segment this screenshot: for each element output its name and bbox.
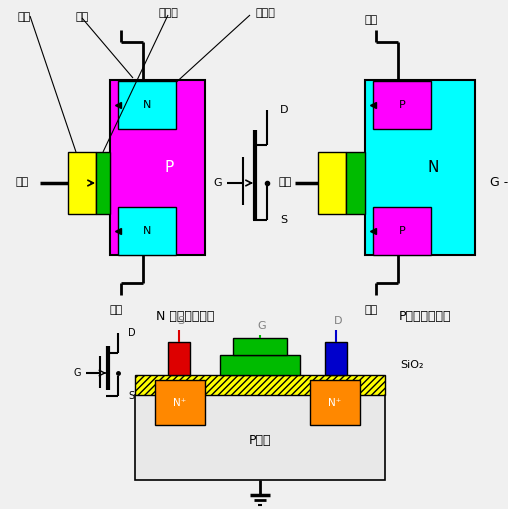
Bar: [118, 81, 176, 129]
Text: SiO₂: SiO₂: [400, 360, 424, 370]
Text: G: G: [73, 368, 80, 378]
Text: 氧化物: 氧化物: [158, 8, 178, 18]
Text: N: N: [428, 160, 439, 175]
Text: N⁺: N⁺: [173, 398, 186, 408]
Text: S: S: [128, 391, 134, 401]
Text: P材底: P材底: [249, 434, 271, 446]
Bar: [96, 152, 110, 214]
Bar: [110, 80, 205, 255]
Text: 半导体: 半导体: [255, 8, 275, 18]
Bar: [325, 342, 347, 375]
Bar: [220, 355, 300, 375]
Text: G: G: [213, 178, 221, 188]
Text: N 沟道场效应管: N 沟道场效应管: [156, 310, 214, 323]
Text: 漏极: 漏极: [75, 12, 88, 22]
Text: S: S: [177, 316, 184, 326]
Text: S: S: [280, 215, 287, 225]
Bar: [135, 375, 385, 395]
Text: G -: G -: [490, 177, 508, 189]
Bar: [346, 152, 365, 214]
Text: D: D: [128, 328, 136, 338]
Text: 源极: 源极: [109, 305, 122, 315]
Text: P沟道场效应管: P沟道场效应管: [399, 310, 451, 323]
Text: 金属: 金属: [18, 12, 31, 22]
Bar: [155, 380, 205, 425]
Text: 册极: 册极: [278, 177, 292, 187]
Bar: [233, 338, 287, 355]
Text: N⁺: N⁺: [328, 398, 341, 408]
Bar: [310, 380, 360, 425]
Bar: [168, 342, 190, 375]
Text: P: P: [399, 226, 405, 236]
Bar: [373, 81, 431, 129]
Bar: [135, 395, 385, 480]
Bar: [118, 207, 176, 255]
Text: 漏极: 漏极: [364, 15, 377, 25]
Text: P: P: [164, 160, 174, 175]
Text: N: N: [143, 226, 151, 236]
Text: D: D: [334, 316, 342, 326]
Bar: [318, 152, 346, 214]
Bar: [373, 207, 431, 255]
Text: P: P: [399, 100, 405, 110]
Text: G: G: [258, 321, 266, 331]
Text: N: N: [143, 100, 151, 110]
Bar: [68, 152, 96, 214]
Text: D: D: [280, 105, 289, 115]
Text: 源极: 源极: [364, 305, 377, 315]
Bar: [365, 80, 475, 255]
Text: 册极: 册极: [15, 177, 28, 187]
